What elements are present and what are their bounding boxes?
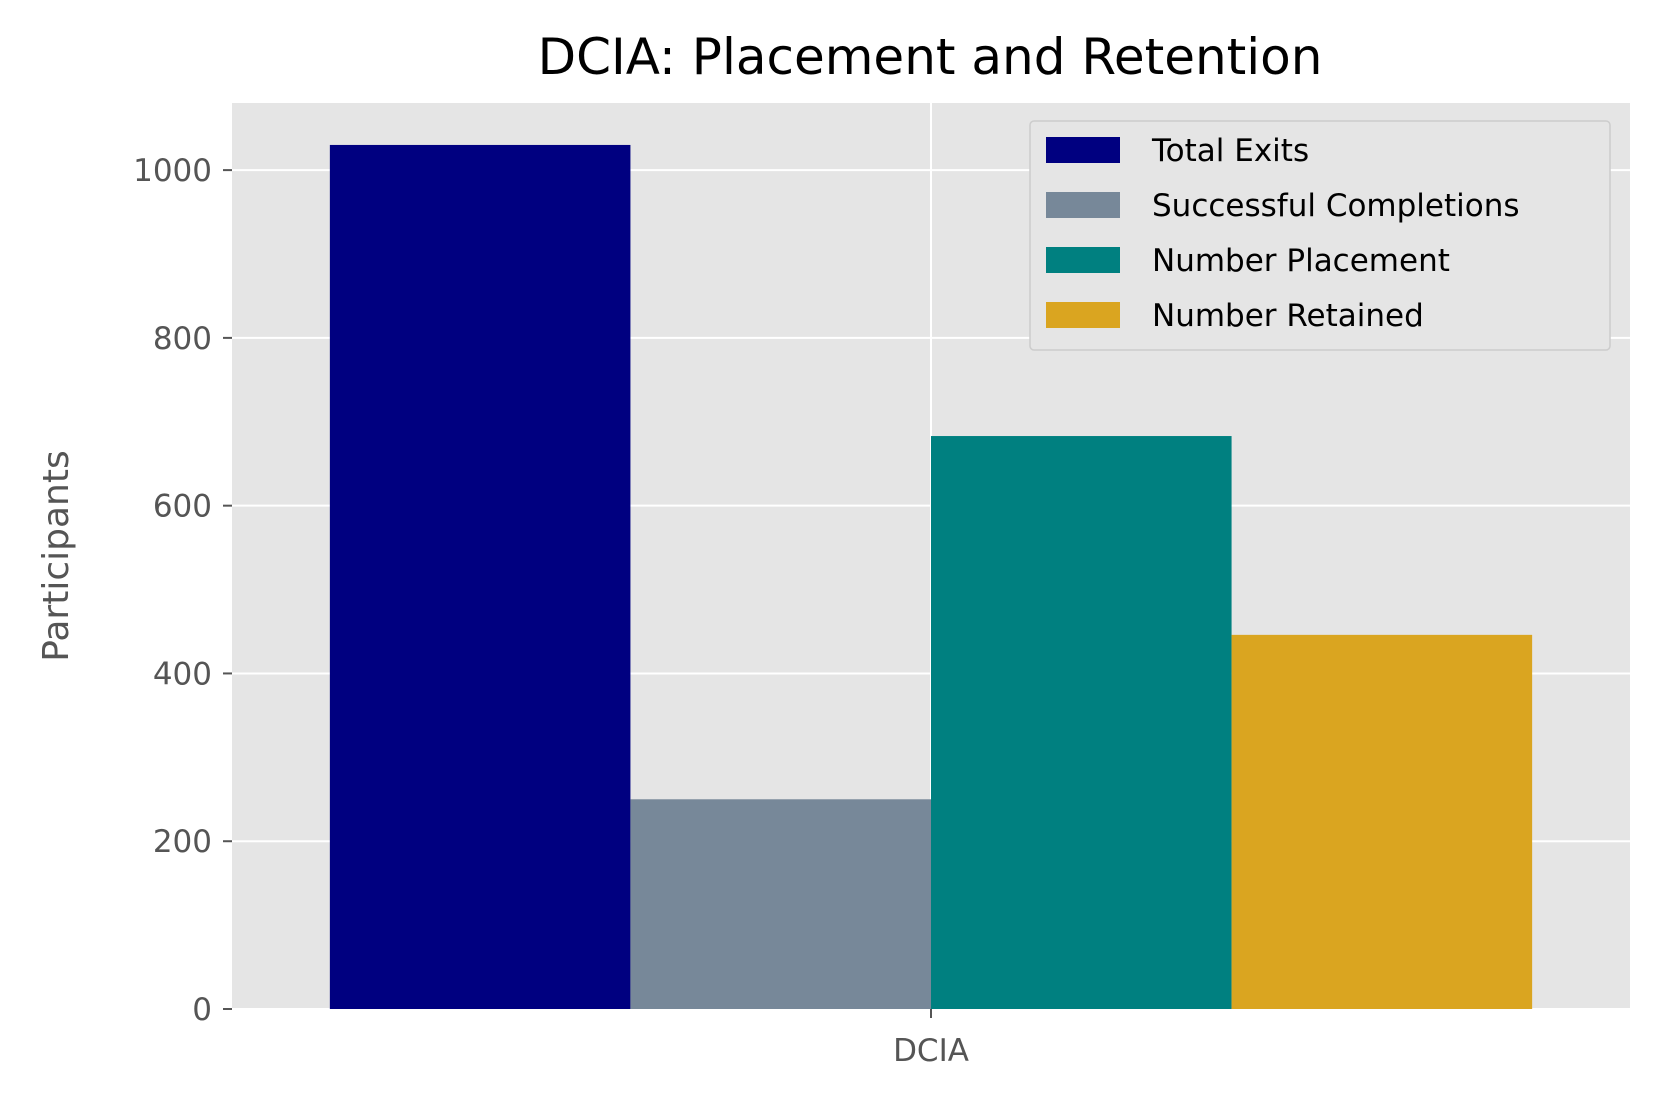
legend-swatch bbox=[1046, 247, 1120, 273]
bars bbox=[329, 144, 1533, 1009]
bar-successful-completions bbox=[630, 799, 931, 1009]
legend-label: Successful Completions bbox=[1152, 188, 1520, 224]
legend-items: Total Exits Successful Completions Number … bbox=[1046, 133, 1520, 334]
bar-number-retained bbox=[1231, 634, 1533, 1009]
y-tick-label: 600 bbox=[153, 489, 212, 525]
x-tick-label: DCIA bbox=[893, 1033, 969, 1069]
chart-title: DCIA: Placement and Retention bbox=[538, 28, 1323, 86]
legend-swatch bbox=[1046, 302, 1120, 328]
y-tick-label: 1000 bbox=[133, 153, 212, 189]
bar-total-exits bbox=[329, 144, 631, 1009]
legend-swatch bbox=[1046, 192, 1120, 218]
y-tick-label: 400 bbox=[153, 656, 212, 692]
y-axis-label: Participants bbox=[36, 450, 77, 661]
y-tick-label: 0 bbox=[192, 992, 212, 1028]
legend-label: Number Placement bbox=[1152, 243, 1450, 279]
y-tick-label: 200 bbox=[153, 824, 212, 860]
legend-swatch bbox=[1046, 137, 1120, 163]
legend-label: Number Retained bbox=[1152, 298, 1424, 334]
legend-frame bbox=[1029, 120, 1611, 351]
y-tick-label: 800 bbox=[153, 321, 212, 357]
legend: Total Exits Successful Completions Number … bbox=[1029, 120, 1611, 351]
y-axis: 0 200 400 600 800 1000 bbox=[133, 153, 232, 1028]
legend-label: Total Exits bbox=[1151, 133, 1309, 169]
x-axis: DCIA bbox=[893, 1009, 969, 1069]
bar-number-placement bbox=[931, 436, 1232, 1009]
